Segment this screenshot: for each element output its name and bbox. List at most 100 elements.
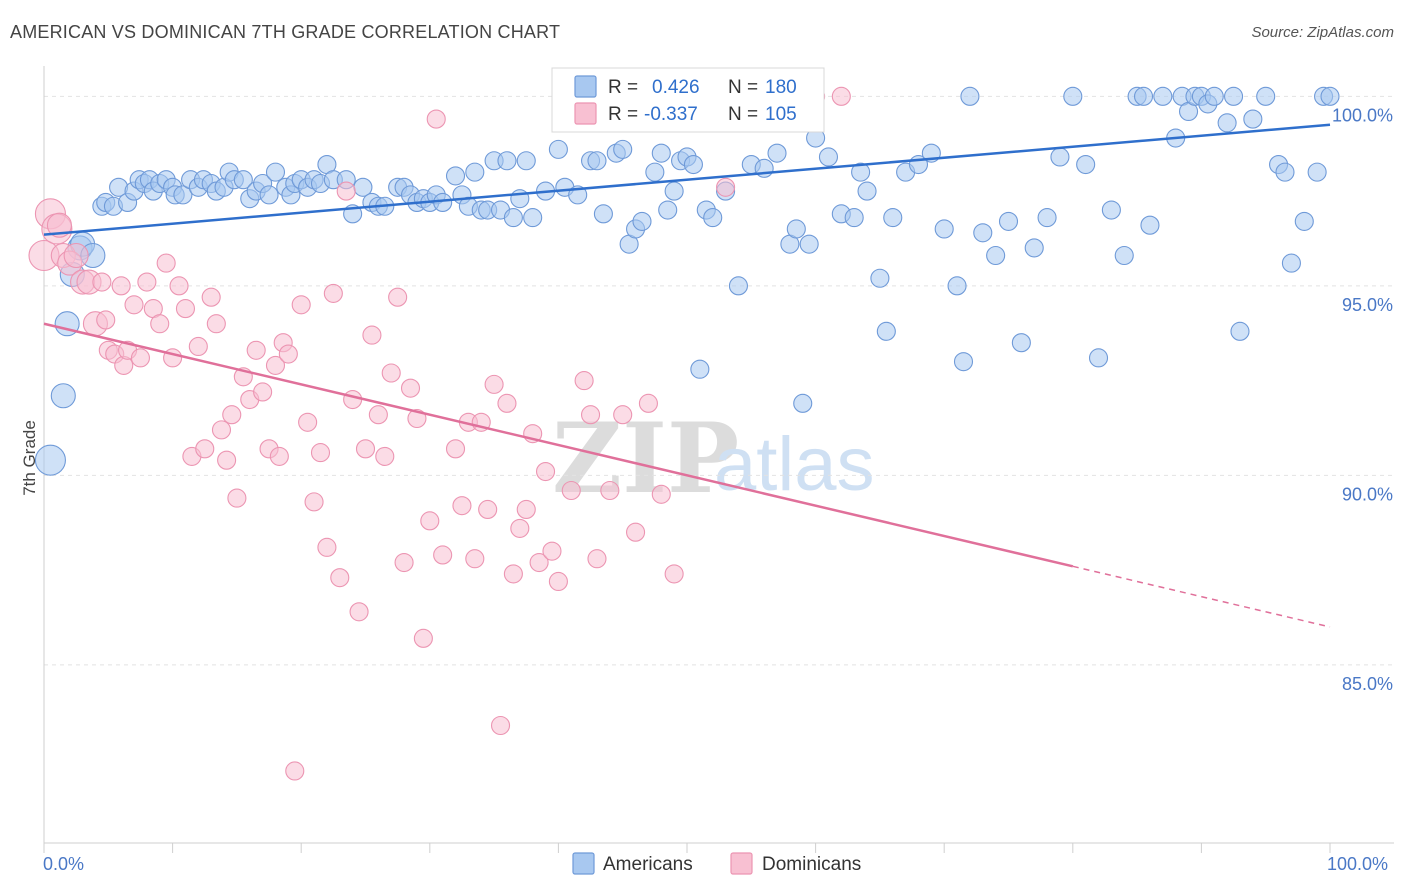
dominican-point — [111, 276, 131, 296]
dominican-point — [246, 340, 266, 360]
american-point — [34, 444, 66, 476]
dominican-point — [535, 462, 556, 482]
dominican-point — [503, 564, 523, 584]
legend-americans-r-value: 0.426 — [652, 77, 700, 98]
american-point — [1281, 253, 1301, 273]
dominican-point — [490, 715, 511, 736]
american-point — [1133, 86, 1154, 106]
american-point — [1037, 208, 1057, 228]
american-point — [1088, 348, 1109, 368]
bottom-legend-dominicans: Dominicans — [762, 854, 861, 875]
american-point — [1153, 86, 1173, 106]
dominican-point — [349, 602, 369, 622]
legend-swatch-dominicans — [574, 102, 597, 125]
watermark: ZIP atlas — [552, 402, 875, 515]
american-point — [1050, 147, 1070, 167]
dominican-point — [285, 761, 305, 781]
dominican-point — [130, 348, 150, 368]
y-tick-label: 90.0% — [1342, 484, 1393, 504]
american-point — [799, 234, 819, 254]
dominican-point — [831, 86, 851, 106]
dominican-point — [426, 109, 446, 129]
american-point — [645, 162, 665, 182]
dominican-point — [716, 177, 736, 197]
dominican-point — [188, 336, 208, 357]
american-point — [870, 268, 890, 288]
dominican-point — [291, 295, 311, 315]
american-point — [1114, 245, 1134, 266]
dominican-point — [175, 299, 196, 319]
dominican-point — [510, 518, 530, 538]
dominican-point — [400, 378, 421, 398]
dominican-point — [310, 443, 331, 463]
bottom-legend-americans: Americans — [603, 854, 693, 875]
american-point — [497, 151, 517, 171]
american-point — [1256, 86, 1276, 106]
american-point — [1275, 162, 1295, 182]
dominican-point — [516, 499, 536, 520]
dominican-point — [150, 314, 170, 334]
american-point — [503, 208, 523, 228]
dominican-point — [626, 522, 646, 542]
american-point — [947, 276, 967, 296]
dominicans-trend-extension — [1072, 565, 1331, 628]
americans-trend-line — [43, 123, 1331, 236]
legend-box — [551, 67, 825, 133]
legend-americans-n-value: 180 — [765, 77, 797, 98]
dominican-point — [497, 393, 517, 413]
dominican-point — [92, 272, 112, 292]
american-point — [1011, 333, 1031, 353]
chart-source: Source: ZipAtlas.com — [1251, 24, 1394, 41]
dominican-point — [298, 412, 318, 432]
y-tick-label: 85.0% — [1342, 674, 1393, 694]
american-point — [593, 204, 613, 224]
watermark-zip: ZIP — [552, 402, 739, 515]
american-point — [1230, 321, 1250, 341]
american-point — [883, 208, 903, 228]
dominican-point — [211, 420, 232, 440]
american-point — [651, 143, 671, 163]
american-point — [587, 151, 607, 171]
dominican-point — [278, 344, 298, 364]
x-tick-label-max: 100.0% — [1327, 854, 1388, 874]
american-point — [1204, 86, 1224, 106]
y-tick-labels: 85.0% 90.0% 95.0% 100.0% — [1332, 105, 1393, 694]
dominican-point — [413, 628, 433, 648]
american-point — [857, 181, 877, 201]
american-point — [632, 211, 652, 231]
dominican-point — [368, 405, 388, 425]
dominican-point — [574, 371, 594, 391]
american-point — [433, 192, 453, 212]
dominican-point — [478, 499, 498, 520]
dominican-point — [227, 488, 247, 508]
american-point — [658, 200, 678, 220]
y-axis-label: 7th Grade — [20, 420, 39, 496]
dominican-point — [362, 325, 382, 345]
dominican-point — [548, 571, 568, 592]
dominican-point — [355, 439, 376, 459]
dominican-point — [664, 564, 684, 584]
dominican-point — [253, 382, 273, 402]
dominican-point — [269, 446, 289, 466]
dominican-point — [265, 355, 286, 375]
american-point — [1076, 154, 1096, 175]
bottom-legend-swatch-dominicans — [730, 852, 753, 875]
american-point — [265, 162, 286, 182]
bottom-legend-swatch-americans — [572, 852, 595, 875]
american-point — [1224, 86, 1244, 106]
american-point — [1294, 211, 1314, 231]
chart-title: AMERICAN VS DOMINICAN 7TH GRADE CORRELAT… — [10, 22, 561, 42]
dominican-point — [433, 545, 453, 565]
american-point — [786, 219, 806, 239]
dominican-point — [46, 212, 72, 238]
dominican-point — [336, 181, 356, 201]
dominican-point — [394, 552, 414, 573]
dominican-point — [323, 283, 343, 303]
american-point — [516, 151, 536, 171]
american-point — [173, 185, 193, 205]
american-point — [793, 393, 813, 413]
american-point — [703, 208, 723, 228]
american-point — [465, 162, 485, 182]
dominican-point — [445, 439, 466, 459]
